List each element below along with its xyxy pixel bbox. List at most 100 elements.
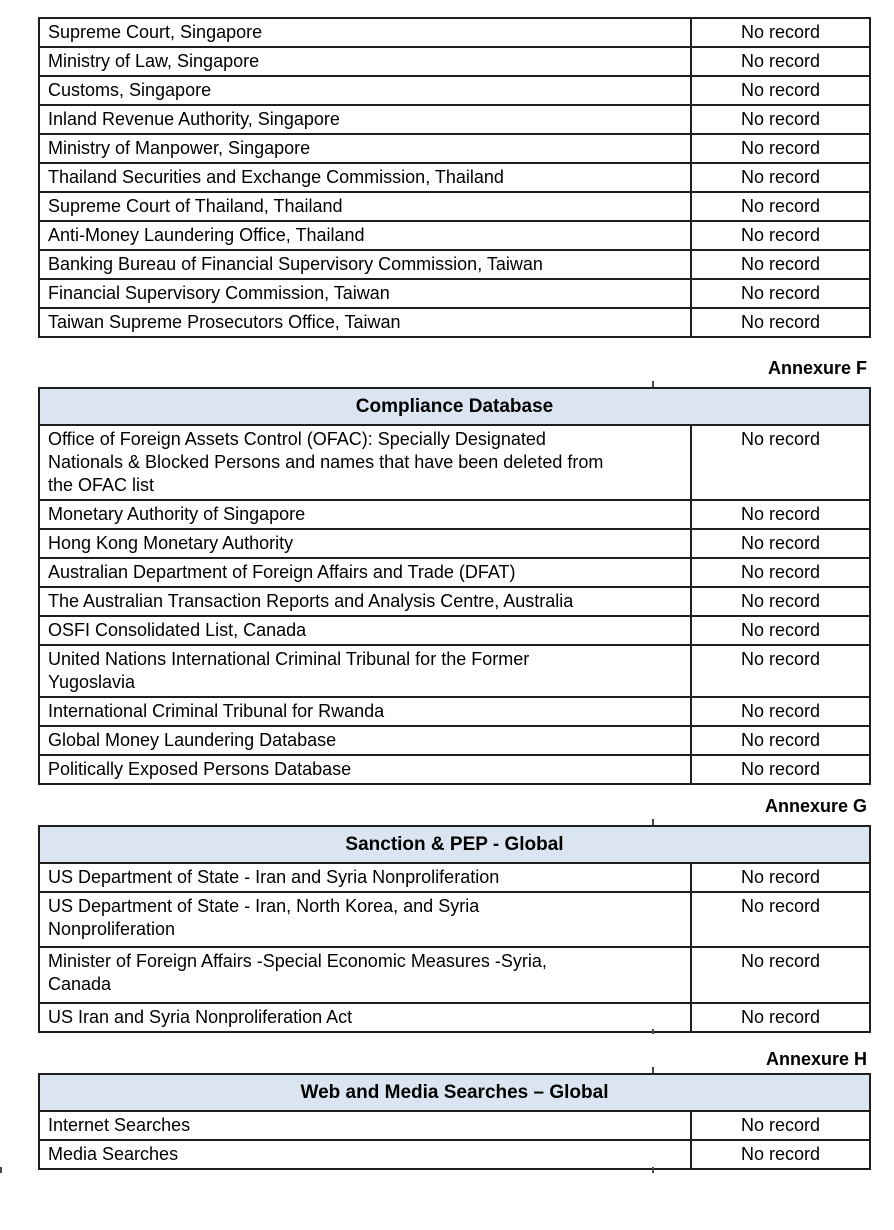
table-row: Banking Bureau of Financial Supervisory … (38, 249, 871, 280)
border-artifact (652, 1067, 654, 1073)
table-row: Inland Revenue Authority, Singapore No re… (38, 104, 871, 135)
result-cell: No record (690, 528, 871, 559)
source-cell: US Department of State - Iran, North Kor… (38, 891, 692, 948)
annexure-f-label: Annexure F (767, 358, 867, 378)
source-cell: Australian Department of Foreign Affairs… (38, 557, 692, 588)
annexure-h-label: Annexure H (765, 1049, 867, 1069)
table-row: The Australian Transaction Reports and A… (38, 586, 871, 617)
source-cell: Thailand Securities and Exchange Commiss… (38, 162, 692, 193)
result-cell: No record (690, 725, 871, 756)
result-cell: No record (690, 424, 871, 501)
source-cell: Ministry of Manpower, Singapore (38, 133, 692, 164)
table-row: Customs, Singapore No record (38, 75, 871, 106)
table-row: Monetary Authority of Singapore No record (38, 499, 871, 530)
table-row: Minister of Foreign Affairs -Special Eco… (38, 946, 871, 1004)
table-header-row: Compliance Database (38, 387, 871, 426)
source-cell: Supreme Court, Singapore (38, 17, 692, 48)
compliance-database-table: Compliance Database Office of Foreign Ass… (38, 387, 871, 785)
source-cell: OSFI Consolidated List, Canada (38, 615, 692, 646)
table-title: Compliance Database (38, 387, 871, 426)
source-cell: Financial Supervisory Commission, Taiwan (38, 278, 692, 309)
source-cell: Minister of Foreign Affairs -Special Eco… (38, 946, 692, 1004)
result-cell: No record (690, 1002, 871, 1033)
source-cell: Ministry of Law, Singapore (38, 46, 692, 77)
result-cell: No record (690, 891, 871, 948)
table-row: Supreme Court, Singapore No record (38, 17, 871, 48)
result-cell: No record (690, 946, 871, 1004)
result-cell: No record (690, 162, 871, 193)
source-cell: Hong Kong Monetary Authority (38, 528, 692, 559)
table-row: Media Searches No record (38, 1139, 872, 1170)
table-title: Sanction & PEP - Global (38, 825, 871, 864)
result-cell: No record (690, 586, 871, 617)
web-media-searches-table-section: Web and Media Searches – Global Internet … (37, 1073, 872, 1170)
table-row: Politically Exposed Persons Database No r… (38, 754, 871, 785)
border-artifact (652, 1029, 654, 1034)
result-cell: No record (690, 133, 871, 164)
source-cell: Media Searches (38, 1139, 692, 1170)
source-cell: Supreme Court of Thailand, Thailand (38, 191, 692, 222)
result-cell: No record (690, 754, 871, 785)
annexure-g-label: Annexure G (764, 796, 867, 816)
result-cell: No record (690, 615, 871, 646)
table-row: Hong Kong Monetary Authority No record (38, 528, 871, 559)
border-artifact (652, 1167, 654, 1173)
source-cell: Inland Revenue Authority, Singapore (38, 104, 692, 135)
result-cell: No record (689, 1139, 872, 1170)
border-artifact (652, 381, 654, 387)
source-cell: Monetary Authority of Singapore (38, 499, 692, 530)
source-cell: Anti-Money Laundering Office, Thailand (38, 220, 692, 251)
result-cell: No record (690, 499, 871, 530)
table-row: Thailand Securities and Exchange Commiss… (38, 162, 871, 193)
table-row: US Iran and Syria Nonproliferation Act No… (38, 1002, 871, 1033)
web-media-searches-table: Web and Media Searches – Global Internet … (37, 1073, 872, 1170)
table-title: Web and Media Searches – Global (37, 1073, 872, 1112)
table-row: OSFI Consolidated List, Canada No record (38, 615, 871, 646)
source-cell: Customs, Singapore (38, 75, 692, 106)
source-cell: Banking Bureau of Financial Supervisory … (38, 249, 692, 280)
table-header-row: Web and Media Searches – Global (37, 1073, 872, 1112)
source-cell: US Iran and Syria Nonproliferation Act (38, 1002, 692, 1033)
border-artifact (0, 1167, 2, 1173)
table-row: US Department of State - Iran and Syria … (38, 862, 871, 893)
result-cell: No record (690, 307, 871, 338)
result-cell: No record (690, 249, 871, 280)
result-cell: No record (690, 644, 871, 698)
source-cell: United Nations International Criminal Tr… (38, 644, 692, 698)
source-cell: Internet Searches (38, 1110, 692, 1141)
sanction-pep-table: Sanction & PEP - Global US Department of … (38, 825, 871, 1033)
result-cell: No record (690, 220, 871, 251)
compliance-database-table-section: Compliance Database Office of Foreign Ass… (38, 387, 871, 785)
table-row: US Department of State - Iran, North Kor… (38, 891, 871, 948)
table-row: Ministry of Law, Singapore No record (38, 46, 871, 77)
registry-screening-table-section: Supreme Court, Singapore No record Ministr… (38, 17, 871, 338)
source-cell: The Australian Transaction Reports and A… (38, 586, 692, 617)
result-cell: No record (690, 17, 871, 48)
table-row: Internet Searches No record (38, 1110, 872, 1141)
source-cell: Global Money Laundering Database (38, 725, 692, 756)
source-cell: Taiwan Supreme Prosecutors Office, Taiwa… (38, 307, 692, 338)
result-cell: No record (690, 696, 871, 727)
table-row: Supreme Court of Thailand, Thailand No re… (38, 191, 871, 222)
source-cell: International Criminal Tribunal for Rwan… (38, 696, 692, 727)
table-row: Australian Department of Foreign Affairs… (38, 557, 871, 588)
result-cell: No record (690, 75, 871, 106)
table-row: Office of Foreign Assets Control (OFAC):… (38, 424, 871, 501)
source-cell: Office of Foreign Assets Control (OFAC):… (38, 424, 692, 501)
result-cell: No record (690, 46, 871, 77)
table-row: Taiwan Supreme Prosecutors Office, Taiwa… (38, 307, 871, 338)
sanction-pep-table-section: Sanction & PEP - Global US Department of … (38, 825, 871, 1033)
result-cell: No record (690, 191, 871, 222)
table-row: Anti-Money Laundering Office, Thailand No… (38, 220, 871, 251)
table-row: Global Money Laundering Database No recor… (38, 725, 871, 756)
result-cell: No record (690, 557, 871, 588)
result-cell: No record (689, 1110, 872, 1141)
table-row: Ministry of Manpower, Singapore No record (38, 133, 871, 164)
result-cell: No record (690, 862, 871, 893)
source-cell: US Department of State - Iran and Syria … (38, 862, 692, 893)
result-cell: No record (690, 104, 871, 135)
result-cell: No record (690, 278, 871, 309)
border-artifact (652, 819, 654, 825)
registry-screening-table: Supreme Court, Singapore No record Ministr… (38, 17, 871, 338)
